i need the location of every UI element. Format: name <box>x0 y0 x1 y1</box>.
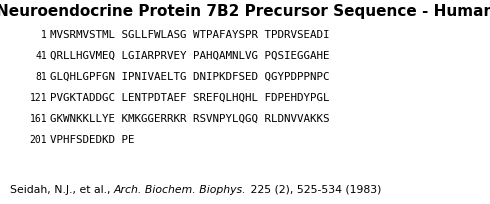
Text: Seidah, N.J., et al.,: Seidah, N.J., et al., <box>10 184 114 194</box>
Text: Arch. Biochem. Biophys.: Arch. Biochem. Biophys. <box>114 184 246 194</box>
Text: 201: 201 <box>29 134 47 144</box>
Text: 41: 41 <box>35 51 47 61</box>
Text: Neuroendocrine Protein 7B2 Precursor Sequence - Human: Neuroendocrine Protein 7B2 Precursor Seq… <box>0 4 490 19</box>
Text: 225 (2), 525-534 (1983): 225 (2), 525-534 (1983) <box>246 184 381 194</box>
Text: PVGKTADDGC LENTPDTAEF SREFQLHQHL FDPEHDYPGL: PVGKTADDGC LENTPDTAEF SREFQLHQHL FDPEHDY… <box>50 93 329 102</box>
Text: GLQHLGPFGN IPNIVAELTG DNIPKDFSED QGYPDPPNPC: GLQHLGPFGN IPNIVAELTG DNIPKDFSED QGYPDPP… <box>50 72 329 82</box>
Text: QRLLHGVMEQ LGIARPRVEY PAHQAMNLVG PQSIEGGAHE: QRLLHGVMEQ LGIARPRVEY PAHQAMNLVG PQSIEGG… <box>50 51 329 61</box>
Text: 81: 81 <box>35 72 47 82</box>
Text: 1: 1 <box>41 30 47 40</box>
Text: MVSRMVSTML SGLLFWLASG WTPAFAYSPR TPDRVSEADI: MVSRMVSTML SGLLFWLASG WTPAFAYSPR TPDRVSE… <box>50 30 329 40</box>
Text: GKWNKKLLYE KMKGGERRKR RSVNPYLQGQ RLDNVVAKKS: GKWNKKLLYE KMKGGERRKR RSVNPYLQGQ RLDNVVA… <box>50 113 329 123</box>
Text: 121: 121 <box>29 93 47 102</box>
Text: 161: 161 <box>29 113 47 123</box>
Text: VPHFSDEDKD PE: VPHFSDEDKD PE <box>50 134 134 144</box>
